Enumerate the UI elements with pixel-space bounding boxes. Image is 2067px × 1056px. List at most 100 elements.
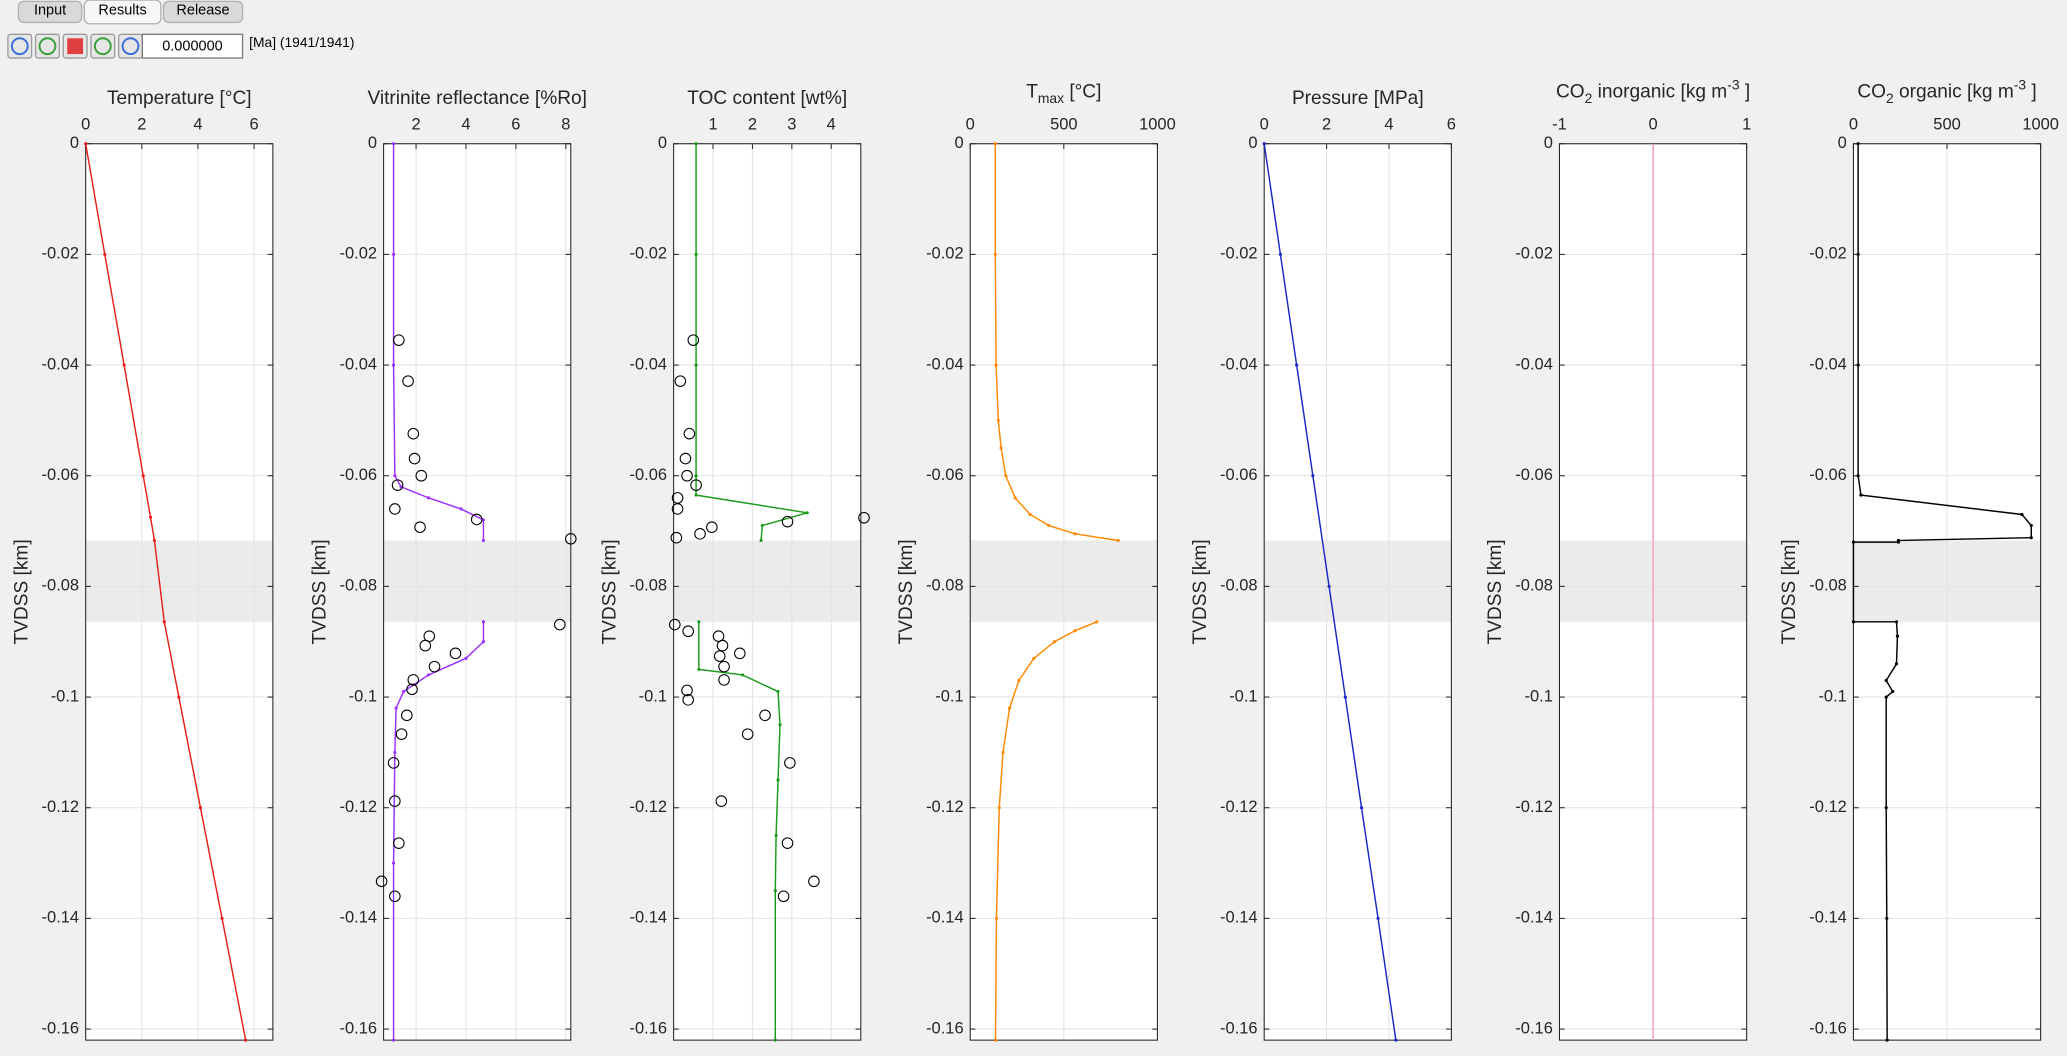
data-point (759, 538, 763, 543)
y-tick-label: 0 (954, 134, 963, 152)
button-icon[interactable] (10, 37, 29, 56)
y-tick-label: -0.14 (629, 909, 667, 927)
data-point (1343, 695, 1347, 699)
y-axis-label: TVDSS [km] (896, 539, 917, 644)
observation (718, 674, 730, 686)
data-point (1884, 695, 1888, 699)
y-tick-label: -0.16 (42, 1019, 80, 1037)
data-point (994, 916, 999, 920)
data-point (1028, 512, 1032, 517)
title-part: ] (2026, 81, 2037, 102)
title-part: ] (1740, 81, 1751, 102)
axis-box (1263, 143, 1452, 1041)
button-icon[interactable] (38, 37, 57, 56)
data-point (393, 750, 397, 754)
data-point (426, 496, 431, 500)
y-tick-label: -0.06 (1809, 466, 1847, 484)
y-tick-label: -0.1 (1818, 687, 1846, 705)
time-input[interactable] (141, 33, 244, 59)
button-icon[interactable] (93, 37, 112, 56)
data-point (1884, 806, 1888, 810)
data-point (1017, 678, 1021, 683)
data-point (694, 493, 698, 497)
tab[interactable]: Results (83, 0, 162, 25)
data-point (1052, 640, 1057, 644)
data-point (993, 252, 997, 256)
data-point (741, 673, 745, 677)
data-point (481, 620, 486, 624)
y-tick-label: -0.04 (1515, 355, 1553, 373)
tab-label[interactable]: Input (34, 2, 66, 18)
y-tick-label: -0.02 (629, 245, 667, 263)
y-axis-label: TVDSS [km] (599, 539, 620, 644)
data-point (1013, 496, 1017, 500)
tab-label[interactable]: Release (176, 2, 229, 18)
chart: 0 500 1000 0 -0.02 -0.04 -0.06 -0.08 -0.1 -0.12 -0… (1779, 76, 2059, 1042)
observation (713, 650, 726, 662)
data-point (152, 538, 157, 543)
tab-shape[interactable] (162, 0, 244, 24)
data-point (162, 620, 166, 624)
observation (415, 469, 428, 482)
data-point (1891, 689, 1895, 694)
y-tick-label: -0.08 (339, 577, 377, 595)
data-point (993, 1038, 998, 1042)
observation (734, 647, 746, 660)
button-icon[interactable] (121, 37, 140, 56)
y-tick-label: -0.06 (1220, 466, 1258, 484)
tab-label[interactable]: Results (98, 2, 146, 18)
x-tick-label: 0 (81, 116, 90, 134)
data-point (1895, 634, 1900, 638)
title-part: TOC content [wt%] (687, 88, 847, 109)
data-point (148, 515, 153, 519)
tab-shape[interactable] (83, 0, 162, 25)
y-tick-label: -0.02 (1809, 245, 1847, 263)
data-point (694, 363, 698, 367)
x-tick-label: 500 (1050, 116, 1077, 134)
x-tick-label: 1 (708, 116, 717, 134)
y-tick-label: -0.16 (1515, 1019, 1553, 1037)
y-tick-label: -0.06 (926, 466, 964, 484)
chart: 2 4 6 8 0 -0.02 -0.04 -0.06 -0.08 -0.1 -0.12 -0.14 -… (309, 88, 587, 1042)
y-tick-label: -0.08 (1809, 577, 1847, 595)
time-note: [Ma] (1941/1941) (249, 34, 354, 50)
data-point (392, 252, 396, 256)
time-value[interactable]: 0.000000 (162, 39, 222, 55)
data-point (1856, 252, 1860, 256)
tab[interactable]: Input (17, 0, 83, 24)
title-part: -3 (2014, 76, 2027, 92)
observation (449, 647, 462, 660)
y-tick-label: 0 (1248, 134, 1257, 152)
data-point (1885, 1038, 1889, 1042)
x-tick-label: 3 (787, 116, 796, 134)
title-part: Pressure [MPa] (1292, 88, 1424, 109)
y-tick-label: -0.12 (1515, 798, 1553, 816)
y-tick-label: -0.06 (629, 466, 667, 484)
tab[interactable]: Release (162, 0, 244, 24)
data-point (1327, 584, 1331, 588)
y-tick-label: -0.12 (926, 798, 964, 816)
data-point (697, 667, 701, 671)
chart-title: TOC content [wt%] (687, 88, 847, 109)
observation (406, 683, 418, 696)
x-tick-label: 2 (411, 116, 420, 134)
chart-title: CO2 organic [kg m-3 ] (1857, 76, 2036, 105)
observation (858, 511, 870, 524)
x-tick-label: 6 (1447, 116, 1456, 134)
observation (715, 795, 728, 807)
tab-shape[interactable] (17, 0, 83, 24)
data-point (1004, 474, 1008, 478)
data-point (776, 778, 780, 782)
data-point (1884, 678, 1888, 683)
title-part: 2 (1886, 90, 1894, 106)
button-icon[interactable] (67, 38, 84, 55)
observation (706, 521, 718, 533)
y-tick-label: -0.04 (926, 355, 964, 373)
y-tick-label: -0.12 (1220, 798, 1258, 816)
data-point (1376, 916, 1380, 920)
chart: 0 2 4 6 0 -0.02 -0.04 -0.06 -0.08 -0.1 -0.12 -0.14 -… (1190, 88, 1456, 1042)
observation (387, 757, 400, 769)
observation (694, 528, 706, 540)
chart-title: CO2 inorganic [kg m-3 ] (1556, 76, 1750, 105)
toolbar-area: Input Results Release 0.000000 [Ma] (1941/19… (7, 0, 354, 59)
